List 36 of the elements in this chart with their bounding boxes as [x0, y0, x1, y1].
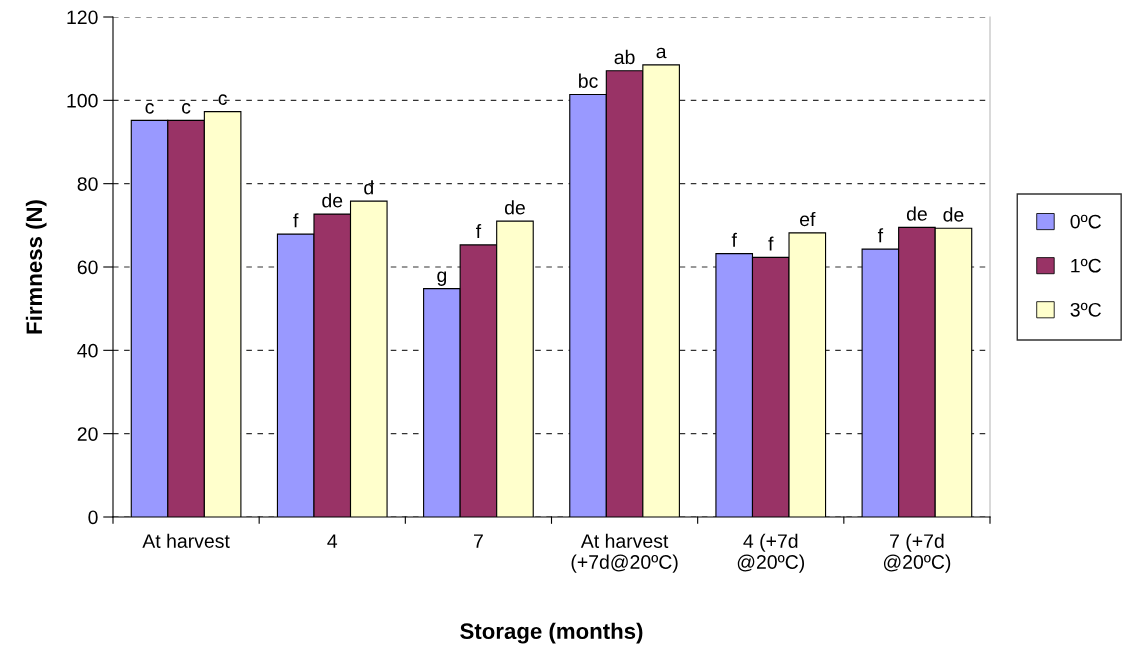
data-label: de — [906, 206, 927, 221]
x-axis-title: Storage (months) — [460, 622, 643, 644]
data-label: f — [475, 224, 482, 239]
data-label: de — [943, 207, 964, 222]
data-label: de — [322, 193, 343, 208]
data-label: c — [145, 103, 154, 114]
data-label: f — [731, 232, 737, 247]
data-label: c — [218, 94, 227, 105]
data-label: f — [877, 228, 884, 243]
y-tick-label: 20 — [77, 427, 98, 441]
y-tick-label: 120 — [67, 10, 98, 25]
y-axis-title: Firmness (N) — [25, 200, 47, 334]
y-tick-label: 100 — [67, 93, 98, 108]
x-tick-label: 4 — [327, 534, 338, 548]
y-tick-label: 40 — [77, 343, 98, 358]
data-label: a — [656, 47, 667, 59]
legend-label: 1ºC — [1071, 258, 1101, 273]
y-tick-label: 0 — [88, 510, 98, 525]
data-label: g — [437, 271, 447, 286]
x-tick-label: At harvest — [142, 533, 230, 548]
legend-label: 3ºC — [1070, 302, 1101, 317]
x-tick-label: 4 (+7d @20ºC) — [737, 533, 805, 573]
data-label: de — [504, 200, 525, 215]
y-tick-label: 60 — [77, 260, 98, 275]
data-label: ef — [800, 211, 816, 227]
x-tick-label: 7 — [474, 534, 483, 548]
legend-label: 0ºC — [1070, 214, 1101, 229]
data-label: f — [768, 236, 774, 251]
data-label: d — [364, 180, 373, 195]
data-label: c — [182, 103, 191, 114]
data-label: bc — [579, 73, 598, 88]
data-label: ab — [614, 49, 635, 65]
x-tick-label: At harvest (+7d@20ºC) — [571, 533, 678, 573]
y-tick-label: 80 — [77, 177, 98, 191]
data-label: f — [293, 213, 299, 228]
x-tick-label: 7 (+7d @20ºC) — [883, 533, 951, 573]
